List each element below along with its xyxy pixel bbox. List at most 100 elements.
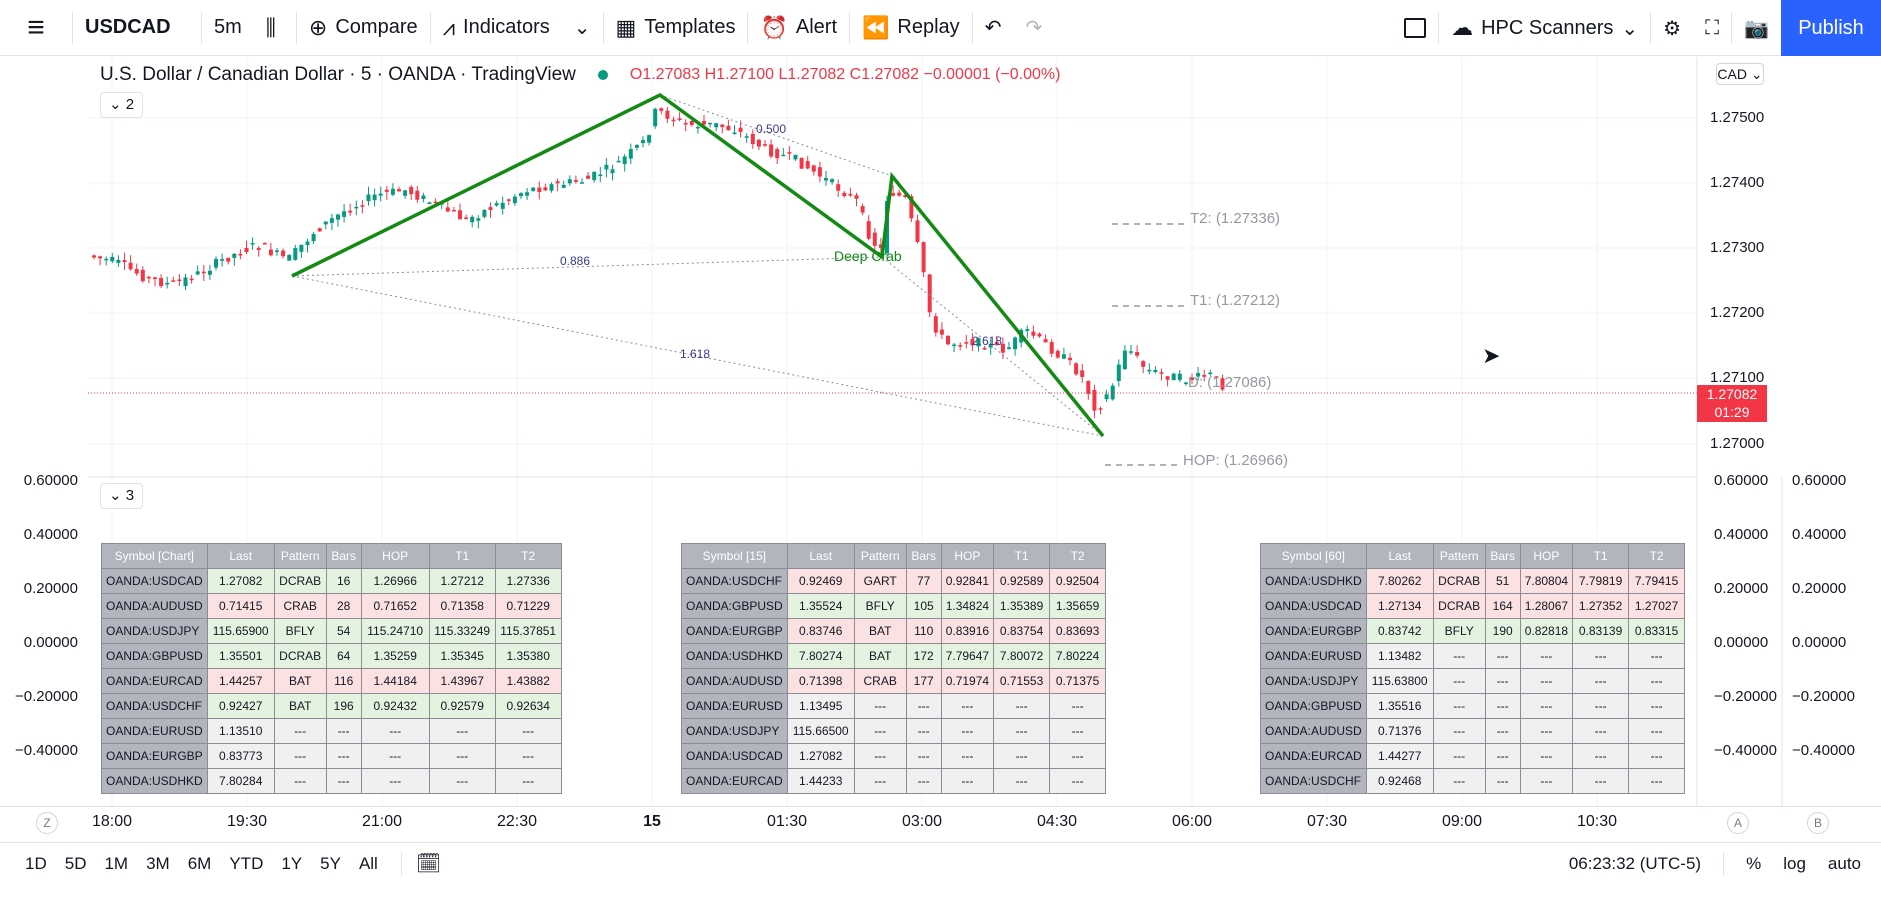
table-row: OANDA:USDJPY 115.63800 --- --- --- --- --- (1260, 668, 1686, 694)
separator (1438, 12, 1440, 44)
candle-body (470, 216, 475, 223)
range-button-1m[interactable]: 1M (104, 853, 129, 873)
chart-title[interactable]: U.S. Dollar / Canadian Dollar · 5 · OAND… (100, 64, 576, 85)
candle-body (189, 278, 194, 281)
candle-body (281, 250, 286, 257)
chart-legend: U.S. Dollar / Canadian Dollar · 5 · OAND… (100, 64, 1060, 86)
log-scale-button[interactable]: log (1783, 854, 1806, 873)
indicators-icon: ⩘ (442, 14, 456, 40)
compare-button[interactable]: ⊕ Compare (297, 0, 430, 56)
value-cell: --- (1572, 768, 1630, 794)
value-cell: --- (1484, 743, 1521, 769)
time-axis[interactable]: 18:00 19:30 21:00 22:30 15 01:30 03:00 04:30 06:… (0, 806, 1881, 836)
range-button-5d[interactable]: 5D (64, 853, 87, 873)
range-button-1d[interactable]: 1D (25, 853, 47, 873)
indicators-dropdown[interactable]: ⌄ (562, 0, 603, 56)
candle-body (1049, 342, 1054, 354)
currency-button[interactable]: CAD ⌄ (1716, 63, 1764, 85)
axis-b-button[interactable]: B (1807, 812, 1829, 834)
column-header: Last (786, 543, 855, 569)
symbol-cell: OANDA:USDHKD (101, 768, 208, 794)
templates-button[interactable]: ▦ Templates (604, 0, 748, 56)
time-tick-label: 21:00 (361, 813, 403, 830)
value-cell: 1.27027 (1628, 593, 1686, 619)
candle-body (488, 207, 493, 210)
candle-body (573, 180, 578, 182)
candle-body (805, 161, 810, 169)
candle-body (1080, 370, 1085, 377)
value-cell: --- (1572, 693, 1630, 719)
indicator-tick-label: 0.40000 (23, 526, 78, 543)
candles-icon: ⫼ (265, 14, 276, 40)
time-tick-label: 19:30 (226, 813, 268, 830)
chart-type-button[interactable]: ⫼ (254, 0, 296, 56)
range-button-6m[interactable]: 6M (187, 853, 212, 873)
fullscreen-button[interactable]: ⛶ (1693, 0, 1731, 56)
range-button-all[interactable]: All (358, 853, 378, 873)
publish-button[interactable]: Publish (1781, 0, 1881, 56)
table-row: OANDA:USDCHF 0.92469 GART 77 0.92841 0.92589 0… (681, 568, 1107, 594)
grid-lines (88, 57, 1697, 806)
alert-button[interactable]: ⏰ Alert (748, 0, 849, 56)
table-row: OANDA:USDCAD 1.27082 DCRAB 16 1.26966 1.27212… (101, 568, 562, 594)
table-row: OANDA:USDJPY 115.65900 BFLY 54 115.24710 115.… (101, 618, 562, 644)
layout-button[interactable] (1392, 0, 1438, 56)
candle-body (537, 187, 542, 193)
value-cell: BFLY (1432, 618, 1486, 644)
candle-body (952, 344, 957, 347)
snapshot-button[interactable]: 📷 (1732, 0, 1781, 56)
candle-body (366, 194, 371, 202)
interval-button[interactable]: 5m (214, 16, 242, 38)
auto-scale-button[interactable]: auto (1827, 854, 1861, 873)
candle-body (323, 221, 328, 225)
value-cell: --- (494, 768, 562, 794)
indicator-tick-label: −0.40000 (1714, 742, 1777, 759)
value-cell: 0.71229 (494, 593, 562, 619)
range-button-ytd[interactable]: YTD (229, 853, 264, 873)
redo-button[interactable]: ↷ (1013, 0, 1054, 56)
value-cell: 7.80262 (1365, 568, 1434, 594)
market-status-icon[interactable] (597, 70, 608, 80)
range-button-1y[interactable]: 1Y (281, 853, 303, 873)
replay-button[interactable]: ⏪ Replay (850, 0, 972, 56)
value-cell: 1.27082 (786, 743, 855, 769)
scanners-button[interactable]: ☁ HPC Scanners ⌄ (1439, 0, 1650, 56)
candle-body (403, 190, 408, 196)
goto-date-button[interactable]: 🗓 (416, 851, 441, 876)
symbol-cell: OANDA:GBPUSD (101, 643, 208, 669)
separator (1650, 12, 1652, 44)
range-button-3m[interactable]: 3M (146, 853, 170, 873)
candle-body (561, 184, 566, 188)
value-cell: 1.35380 (494, 643, 562, 669)
candle-body (104, 258, 109, 261)
timezone-button[interactable]: Z (36, 812, 58, 834)
candle-body (140, 269, 145, 282)
axis-a-button[interactable]: A (1727, 812, 1749, 834)
candle-body (549, 184, 554, 191)
value-cell: 1.34824 (940, 593, 995, 619)
candle-body (872, 232, 877, 246)
value-cell: 110 (905, 618, 942, 644)
undo-button[interactable]: ↶ (973, 0, 1014, 56)
value-cell: 1.27212 (428, 568, 496, 594)
value-cell: 1.44277 (1365, 743, 1434, 769)
symbol-search-button[interactable]: USDCAD (85, 16, 171, 38)
value-cell: 1.27082 (206, 568, 275, 594)
range-button-5y[interactable]: 5Y (320, 853, 341, 873)
menu-icon[interactable]: ≡ (27, 10, 45, 44)
column-header: HOP (1519, 543, 1574, 569)
pane-2-collapse-button[interactable]: ⌄ 2 (100, 92, 144, 118)
percent-scale-button[interactable]: % (1746, 854, 1762, 873)
settings-button[interactable]: ⚙ (1651, 0, 1693, 56)
column-header: Last (1365, 543, 1434, 569)
value-cell: --- (325, 743, 362, 769)
candle-body (1055, 350, 1060, 358)
pane-3-collapse-button[interactable]: ⌄ 3 (100, 483, 144, 509)
symbol-cell: OANDA:USDCAD (101, 568, 208, 594)
candle-body (689, 120, 694, 125)
value-cell: --- (993, 743, 1051, 769)
indicators-button[interactable]: ⩘ Indicators (431, 0, 562, 56)
clock-label[interactable]: 06:23:32 (UTC-5) (1568, 854, 1702, 873)
candle-body (1043, 339, 1048, 343)
